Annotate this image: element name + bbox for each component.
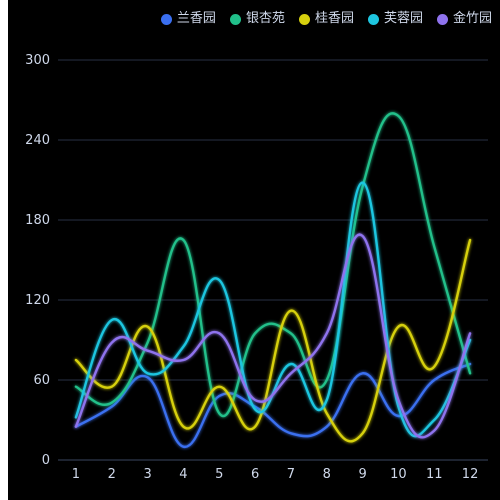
series-line-4: [74, 181, 472, 438]
legend-dot-series-3: [298, 13, 310, 25]
legend-dot-series-2: [229, 13, 241, 25]
legend-item-series-5[interactable]: 金竹园: [436, 11, 492, 27]
legend-label-series-2: 银杏苑: [245, 11, 285, 26]
x-tick-label-11: 11: [426, 467, 443, 482]
x-tick-label-5: 5: [215, 467, 223, 482]
x-tick-label-3: 3: [143, 467, 151, 482]
legend: 兰香园 银杏苑 桂香园 芙蓉园 金竹园: [160, 11, 492, 27]
series-line-5: [74, 233, 472, 439]
x-tick-label-7: 7: [287, 467, 295, 482]
legend-item-series-2[interactable]: 银杏苑: [229, 11, 285, 27]
series-line-1: [74, 362, 472, 448]
legend-item-series-4[interactable]: 芙蓉园: [367, 11, 423, 27]
series-line-2: [74, 112, 472, 418]
y-tick-label-180: 180: [25, 213, 50, 228]
legend-label-series-3: 桂香园: [314, 11, 354, 26]
legend-dot-series-1: [160, 13, 172, 25]
legend-dot-series-4: [367, 13, 379, 25]
legend-label-series-1: 兰香园: [176, 11, 216, 26]
x-tick-label-1: 1: [72, 467, 80, 482]
x-tick-label-6: 6: [251, 467, 259, 482]
series-line-3: [74, 238, 472, 443]
x-tick-label-2: 2: [108, 467, 116, 482]
x-tick-label-9: 9: [358, 467, 366, 482]
legend-item-series-1[interactable]: 兰香园: [160, 11, 216, 27]
y-tick-label-120: 120: [25, 293, 50, 308]
legend-label-series-4: 芙蓉园: [383, 11, 423, 26]
y-tick-label-0: 0: [42, 453, 50, 468]
legend-dot-series-5: [436, 13, 448, 25]
y-tick-label-300: 300: [25, 53, 50, 68]
legend-item-series-3[interactable]: 桂香园: [298, 11, 354, 27]
x-tick-label-10: 10: [390, 467, 407, 482]
x-tick-label-12: 12: [462, 467, 479, 482]
legend-label-series-5: 金竹园: [452, 11, 492, 26]
left-border: [0, 0, 8, 500]
x-tick-label-8: 8: [323, 467, 331, 482]
y-tick-label-240: 240: [25, 133, 50, 148]
y-tick-label-60: 60: [33, 373, 50, 388]
x-tick-label-4: 4: [179, 467, 187, 482]
